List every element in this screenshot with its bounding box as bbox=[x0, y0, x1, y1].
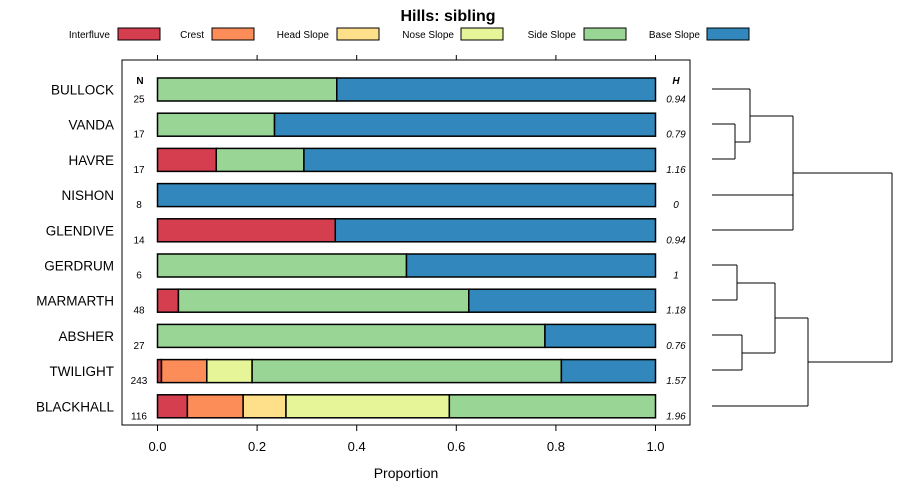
category-label-blackhall: BLACKHALL bbox=[36, 399, 115, 414]
x-tick-label: 0.4 bbox=[348, 439, 366, 454]
h-value-blackhall: 1.96 bbox=[666, 411, 686, 422]
dendrogram bbox=[712, 88, 893, 407]
legend: Interfluve Crest Head Slope Nose Slope Side … bbox=[69, 27, 750, 41]
h-value-absher: 0.76 bbox=[666, 341, 686, 352]
legend-swatch-base-slope bbox=[706, 27, 750, 41]
category-label-vanda: VANDA bbox=[68, 118, 114, 133]
h-header: H bbox=[672, 76, 680, 87]
bar-row-havre bbox=[156, 147, 657, 173]
bar-segment-glendive-base-slope bbox=[334, 218, 657, 243]
bar-segment-nishon-base-slope bbox=[156, 182, 657, 208]
legend-swatch-nose-slope bbox=[460, 27, 504, 41]
bar-row-bullock bbox=[156, 77, 657, 102]
bar-row-absher bbox=[156, 323, 657, 349]
h-value-havre: 1.16 bbox=[666, 165, 686, 176]
row-labels: BULLOCK 25 0.94 VANDA 17 0.79 HAVRE 17 1.16 NISHO… bbox=[36, 83, 686, 423]
bar-segment-blackhall-head-slope bbox=[242, 394, 287, 419]
category-label-absher: ABSHER bbox=[58, 329, 114, 344]
x-tick-label: 1.0 bbox=[646, 439, 664, 454]
bar-row-glendive bbox=[156, 218, 657, 243]
n-value-gerdrum: 6 bbox=[136, 271, 142, 282]
bar-row-nishon bbox=[156, 182, 657, 208]
bar-segment-blackhall-crest bbox=[186, 394, 244, 419]
category-label-gerdrum: GERDRUM bbox=[44, 259, 114, 274]
bar-row-blackhall bbox=[156, 394, 657, 419]
bar-segment-marmarth-interfluve bbox=[156, 288, 180, 313]
legend-swatch-side-slope bbox=[583, 27, 627, 41]
legend-label-base-slope: Base Slope bbox=[649, 30, 701, 41]
h-value-gerdrum: 1 bbox=[673, 271, 679, 282]
h-value-marmarth: 1.18 bbox=[666, 306, 686, 317]
chart-title: Hills: sibling bbox=[400, 8, 495, 25]
legend-label-interfluve: Interfluve bbox=[69, 30, 111, 41]
category-label-havre: HAVRE bbox=[68, 153, 114, 168]
bar-segment-havre-side-slope bbox=[215, 147, 305, 173]
plot-frame bbox=[121, 59, 691, 426]
bar-segment-havre-interfluve bbox=[156, 147, 218, 173]
bar-segment-vanda-base-slope bbox=[273, 112, 657, 137]
n-value-havre: 17 bbox=[133, 165, 145, 176]
h-value-bullock: 0.94 bbox=[666, 95, 686, 106]
bar-segment-absher-base-slope bbox=[544, 323, 657, 349]
n-value-blackhall: 116 bbox=[131, 411, 147, 422]
n-value-marmarth: 48 bbox=[133, 306, 145, 317]
legend-label-crest: Crest bbox=[180, 30, 204, 41]
bar-row-vanda bbox=[156, 112, 657, 137]
bar-segment-vanda-side-slope bbox=[156, 112, 276, 137]
bar-segment-blackhall-side-slope bbox=[448, 394, 657, 419]
bar-segment-twilight-base-slope bbox=[560, 358, 657, 384]
x-tick-label: 0.2 bbox=[248, 439, 266, 454]
bar-row-twilight bbox=[156, 358, 657, 384]
bar-row-gerdrum bbox=[156, 253, 657, 278]
bar-segment-gerdrum-base-slope bbox=[405, 253, 657, 278]
bar-row-marmarth bbox=[156, 288, 657, 313]
bar-segment-havre-base-slope bbox=[303, 147, 657, 173]
bar-segment-marmarth-side-slope bbox=[177, 288, 470, 313]
bars bbox=[156, 77, 657, 419]
legend-swatch-head-slope bbox=[336, 27, 380, 41]
h-value-nishon: 0 bbox=[673, 200, 679, 211]
category-label-bullock: BULLOCK bbox=[51, 83, 114, 98]
legend-label-nose-slope: Nose Slope bbox=[402, 30, 454, 41]
x-tick-label: 0.8 bbox=[547, 439, 565, 454]
n-value-twilight: 243 bbox=[131, 376, 148, 387]
legend-label-head-slope: Head Slope bbox=[277, 30, 330, 41]
x-tick-label: 0.0 bbox=[148, 439, 166, 454]
category-label-glendive: GLENDIVE bbox=[46, 223, 114, 238]
bar-segment-marmarth-base-slope bbox=[468, 288, 657, 313]
bar-segment-blackhall-nose-slope bbox=[285, 394, 451, 419]
legend-label-side-slope: Side Slope bbox=[528, 30, 577, 41]
n-value-glendive: 14 bbox=[133, 235, 145, 246]
x-axis: 0.0 0.2 0.4 0.6 0.8 1.0 bbox=[148, 425, 665, 454]
top-ticks bbox=[157, 55, 656, 60]
bar-segment-glendive-interfluve bbox=[156, 218, 337, 243]
n-header: N bbox=[136, 76, 143, 87]
x-tick-label: 0.6 bbox=[447, 439, 465, 454]
legend-swatch-interfluve bbox=[117, 27, 161, 41]
category-label-marmarth: MARMARTH bbox=[36, 294, 114, 309]
n-value-vanda: 17 bbox=[133, 130, 145, 141]
category-label-nishon: NISHON bbox=[61, 188, 114, 203]
x-axis-label: Proportion bbox=[374, 465, 439, 481]
bar-segment-absher-side-slope bbox=[156, 323, 546, 349]
category-label-twilight: TWILIGHT bbox=[50, 364, 115, 379]
bar-segment-twilight-crest bbox=[160, 358, 208, 384]
h-value-twilight: 1.57 bbox=[666, 376, 686, 387]
bar-segment-bullock-side-slope bbox=[156, 77, 338, 102]
bar-segment-bullock-base-slope bbox=[336, 77, 657, 102]
n-value-nishon: 8 bbox=[136, 200, 142, 211]
h-value-glendive: 0.94 bbox=[666, 235, 686, 246]
legend-swatch-crest bbox=[211, 27, 255, 41]
n-value-absher: 27 bbox=[133, 341, 145, 352]
h-value-vanda: 0.79 bbox=[666, 130, 686, 141]
bar-segment-twilight-side-slope bbox=[251, 358, 563, 384]
bar-segment-gerdrum-side-slope bbox=[156, 253, 408, 278]
bar-segment-blackhall-interfluve bbox=[156, 394, 189, 419]
bar-segment-twilight-nose-slope bbox=[206, 358, 253, 384]
n-value-bullock: 25 bbox=[133, 95, 145, 106]
